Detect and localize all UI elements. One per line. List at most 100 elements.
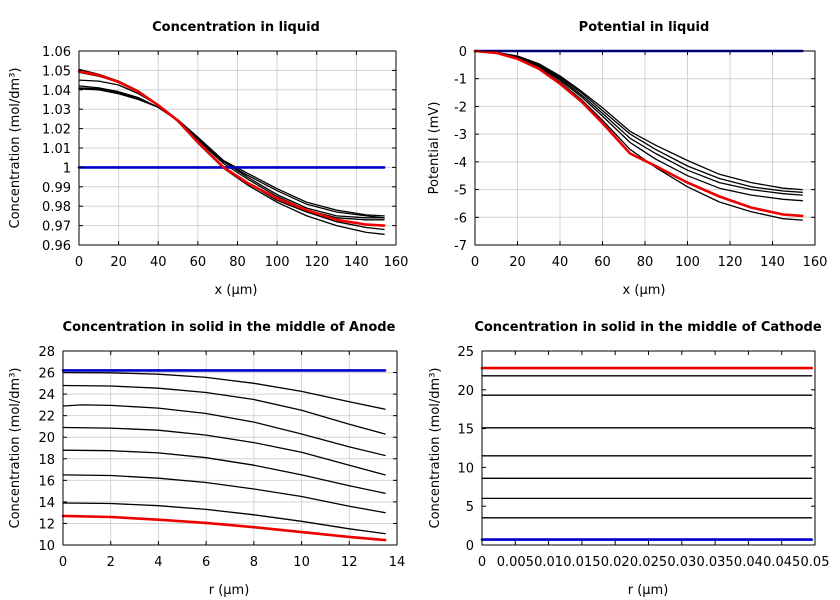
x-tick-label: 160 xyxy=(803,255,828,270)
y-tick-label: 16 xyxy=(38,474,55,489)
y-tick-label: 12 xyxy=(38,517,55,532)
x-axis-label: x (µm) xyxy=(215,283,258,298)
series-line xyxy=(62,384,386,435)
y-tick-label: 5 xyxy=(466,500,474,515)
x-tick-label: 0.045 xyxy=(763,555,800,570)
y-tick-label: 18 xyxy=(38,453,55,468)
series-line xyxy=(78,87,385,219)
series-line xyxy=(474,50,803,191)
x-tick-label: 14 xyxy=(389,555,406,570)
chart-title: Concentration in solid in the middle of … xyxy=(63,320,396,335)
x-tick-label: 140 xyxy=(760,255,785,270)
x-tick-label: 100 xyxy=(265,255,290,270)
y-tick-label: 0.98 xyxy=(42,200,71,215)
panel-cathode-solid: Concentration in solid in the middle of … xyxy=(428,320,829,598)
y-tick-label: 1.04 xyxy=(42,84,71,99)
series-line xyxy=(61,514,387,542)
x-tick-label: 12 xyxy=(341,555,358,570)
series-line xyxy=(62,474,386,514)
x-tick-label: 80 xyxy=(229,255,246,270)
y-tick-label: 0.97 xyxy=(42,220,71,235)
x-tick-label: 60 xyxy=(190,255,207,270)
y-tick-label: 14 xyxy=(38,496,55,511)
y-tick-label: 1 xyxy=(63,161,71,176)
series-line xyxy=(473,49,804,218)
plot-frame xyxy=(62,350,398,546)
series-line xyxy=(78,79,385,221)
y-tick-label: 0 xyxy=(466,539,474,554)
x-tick-label: 0.015 xyxy=(563,555,600,570)
x-tick-label: 0.025 xyxy=(630,555,667,570)
y-tick-label: 26 xyxy=(38,367,55,382)
x-tick-label: 0 xyxy=(59,555,67,570)
x-tick-label: 6 xyxy=(202,555,210,570)
y-tick-label: 1.06 xyxy=(42,45,71,60)
series-line xyxy=(474,50,803,202)
chart-title: Concentration in solid in the middle of … xyxy=(474,320,822,335)
series-line xyxy=(62,371,386,410)
x-tick-label: 4 xyxy=(154,555,162,570)
y-tick-label: 1.01 xyxy=(42,142,71,157)
x-tick-label: 20 xyxy=(509,255,526,270)
y-tick-label: -6 xyxy=(454,211,467,226)
x-axis-label: r (µm) xyxy=(628,583,669,598)
x-tick-label: 10 xyxy=(293,555,310,570)
y-tick-label: 0 xyxy=(459,45,467,60)
series-line xyxy=(62,426,386,476)
x-tick-label: 0 xyxy=(75,255,83,270)
y-tick-label: 22 xyxy=(38,410,55,425)
x-tick-label: 40 xyxy=(150,255,167,270)
plot-area: 0 0.005 0.01 0.015 0.02 0.025 0.03 0.035 0.04 0.0… xyxy=(457,345,829,570)
x-tick-label: 120 xyxy=(718,255,743,270)
plot-frame xyxy=(481,350,816,546)
x-tick-label: 100 xyxy=(675,255,700,270)
x-tick-label: 120 xyxy=(304,255,329,270)
series-line xyxy=(78,85,385,219)
x-tick-label: 0.005 xyxy=(497,555,534,570)
x-tick-label: 0 xyxy=(478,555,486,570)
x-tick-label: 160 xyxy=(384,255,409,270)
panel-anode-solid: Concentration in solid in the middle of … xyxy=(8,320,405,598)
x-tick-label: 0.04 xyxy=(734,555,763,570)
x-tick-label: 60 xyxy=(594,255,611,270)
y-tick-label: -7 xyxy=(454,239,467,254)
y-tick-label: 1.03 xyxy=(42,103,71,118)
chart-title: Concentration in liquid xyxy=(152,20,320,35)
panel-concentration-liquid: Concentration in liquid x (µm) Concentra… xyxy=(8,20,408,298)
x-axis-label: x (µm) xyxy=(623,283,666,298)
y-tick-label: -3 xyxy=(454,128,467,143)
x-axis-label: r (µm) xyxy=(209,583,250,598)
x-tick-label: 0 xyxy=(471,255,479,270)
y-tick-label: 1.05 xyxy=(42,64,71,79)
y-axis-label: Concentration (mol/dm³) xyxy=(428,368,443,529)
plot-area: 0 20 40 60 80 100 120 140 160 0.96 0.97 0.98 0.99 1 1.… xyxy=(42,45,408,270)
y-tick-label: -5 xyxy=(454,184,467,199)
y-tick-label: -4 xyxy=(454,156,467,171)
y-tick-label: 10 xyxy=(38,539,55,554)
series-line xyxy=(474,50,803,193)
panel-potential-liquid: Potential in liquid x (µm) Potential (mV… xyxy=(427,20,827,298)
y-tick-label: 0.96 xyxy=(42,239,71,254)
x-tick-label: 0.03 xyxy=(667,555,696,570)
y-tick-label: 25 xyxy=(457,345,474,360)
y-tick-label: 15 xyxy=(457,423,474,438)
x-tick-label: 0.01 xyxy=(534,555,563,570)
y-tick-label: 24 xyxy=(38,388,55,403)
x-tick-label: 0.035 xyxy=(696,555,733,570)
y-tick-label: 0.99 xyxy=(42,181,71,196)
y-axis-label: Concentration (mol/dm³) xyxy=(8,368,23,529)
x-tick-label: 40 xyxy=(552,255,569,270)
x-tick-label: 0.02 xyxy=(601,555,630,570)
x-tick-label: 0.05 xyxy=(801,555,830,570)
series-line xyxy=(77,70,386,227)
x-tick-label: 2 xyxy=(107,555,115,570)
series-line xyxy=(62,449,386,494)
y-tick-label: 28 xyxy=(38,345,55,360)
series-line xyxy=(62,404,386,457)
y-tick-label: 10 xyxy=(457,461,474,476)
y-tick-label: 20 xyxy=(457,384,474,399)
y-tick-label: 20 xyxy=(38,431,55,446)
x-tick-label: 140 xyxy=(344,255,369,270)
